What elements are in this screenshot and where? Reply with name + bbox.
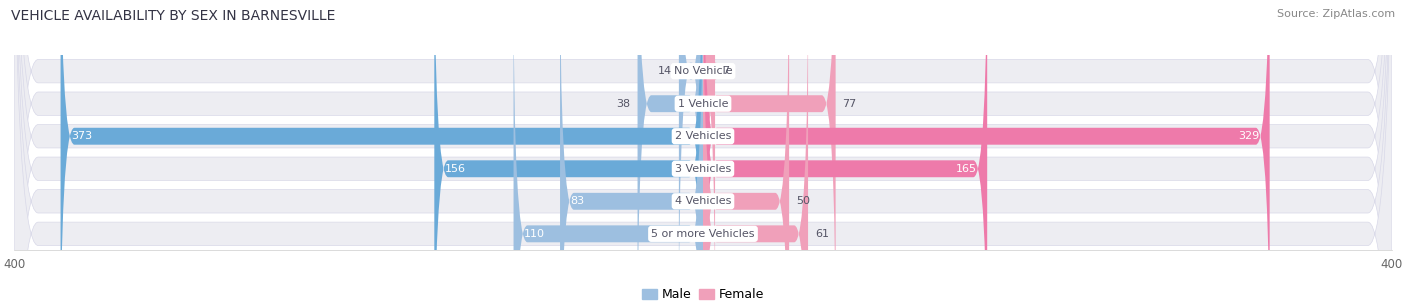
FancyBboxPatch shape	[679, 0, 703, 305]
FancyBboxPatch shape	[434, 0, 703, 305]
FancyBboxPatch shape	[14, 0, 1392, 305]
FancyBboxPatch shape	[14, 0, 1392, 305]
Text: 373: 373	[70, 131, 91, 141]
Text: 156: 156	[444, 164, 465, 174]
Text: Source: ZipAtlas.com: Source: ZipAtlas.com	[1277, 9, 1395, 19]
FancyBboxPatch shape	[560, 0, 703, 305]
Text: 4 Vehicles: 4 Vehicles	[675, 196, 731, 206]
FancyBboxPatch shape	[703, 0, 789, 305]
FancyBboxPatch shape	[703, 0, 987, 305]
Text: 14: 14	[658, 66, 672, 76]
Text: 2 Vehicles: 2 Vehicles	[675, 131, 731, 141]
FancyBboxPatch shape	[637, 0, 703, 305]
Legend: Male, Female: Male, Female	[637, 283, 769, 305]
Text: 77: 77	[842, 99, 856, 109]
Text: 83: 83	[571, 196, 585, 206]
Text: 329: 329	[1239, 131, 1260, 141]
Text: VEHICLE AVAILABILITY BY SEX IN BARNESVILLE: VEHICLE AVAILABILITY BY SEX IN BARNESVIL…	[11, 9, 336, 23]
Text: 5 or more Vehicles: 5 or more Vehicles	[651, 229, 755, 239]
FancyBboxPatch shape	[14, 0, 1392, 305]
FancyBboxPatch shape	[14, 0, 1392, 305]
FancyBboxPatch shape	[703, 0, 808, 305]
Text: 110: 110	[524, 229, 546, 239]
FancyBboxPatch shape	[702, 0, 717, 305]
FancyBboxPatch shape	[14, 0, 1392, 305]
Text: 7: 7	[721, 66, 730, 76]
Text: 3 Vehicles: 3 Vehicles	[675, 164, 731, 174]
FancyBboxPatch shape	[513, 0, 703, 305]
Text: 38: 38	[617, 99, 631, 109]
Text: 50: 50	[796, 196, 810, 206]
FancyBboxPatch shape	[60, 0, 703, 305]
FancyBboxPatch shape	[703, 0, 835, 305]
Text: 165: 165	[956, 164, 977, 174]
Text: No Vehicle: No Vehicle	[673, 66, 733, 76]
Text: 61: 61	[815, 229, 830, 239]
FancyBboxPatch shape	[14, 0, 1392, 305]
FancyBboxPatch shape	[703, 0, 1270, 305]
Text: 1 Vehicle: 1 Vehicle	[678, 99, 728, 109]
